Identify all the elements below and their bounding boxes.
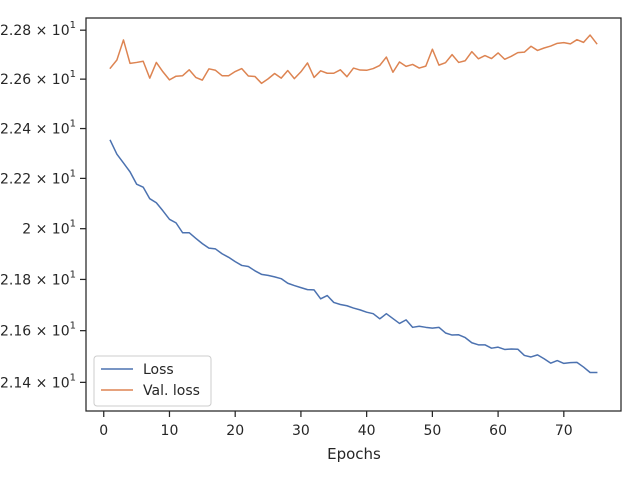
y-tick-label: 2.14 × 101 xyxy=(0,372,76,391)
x-tick-label: 30 xyxy=(292,423,310,439)
x-axis-ticks: 0 10 20 30 40 50 60 70 xyxy=(99,411,573,439)
series-line-val-loss xyxy=(109,34,598,85)
x-tick-label: 40 xyxy=(358,423,376,439)
x-tick-label: 0 xyxy=(99,423,108,439)
x-tick-label: 20 xyxy=(226,423,244,439)
y-tick-label: 2.26 × 101 xyxy=(0,69,76,88)
legend-label-loss: Loss xyxy=(143,362,174,378)
y-tick-label: 2.22 × 101 xyxy=(0,168,76,187)
legend: Loss Val. loss xyxy=(93,355,212,407)
y-tick-label: 2.18 × 101 xyxy=(0,269,76,288)
plot-frame xyxy=(85,17,622,412)
x-axis-label: Epochs xyxy=(327,445,381,463)
y-axis-ticks: 2.14 × 101 2.16 × 101 2.18 × 101 2 × 101 2.2… xyxy=(0,20,86,391)
y-tick-label: 2.28 × 101 xyxy=(0,20,76,39)
y-tick-label: 2 × 101 xyxy=(22,219,76,238)
x-tick-label: 60 xyxy=(489,423,507,439)
x-tick-label: 10 xyxy=(161,423,179,439)
x-tick-label: 70 xyxy=(555,423,573,439)
x-tick-label: 50 xyxy=(423,423,441,439)
y-tick-label: 2.24 × 101 xyxy=(0,119,76,138)
plot-area xyxy=(85,17,622,412)
legend-label-val-loss: Val. loss xyxy=(143,383,200,399)
y-tick-label: 2.16 × 101 xyxy=(0,321,76,340)
series-line-loss xyxy=(109,139,598,374)
